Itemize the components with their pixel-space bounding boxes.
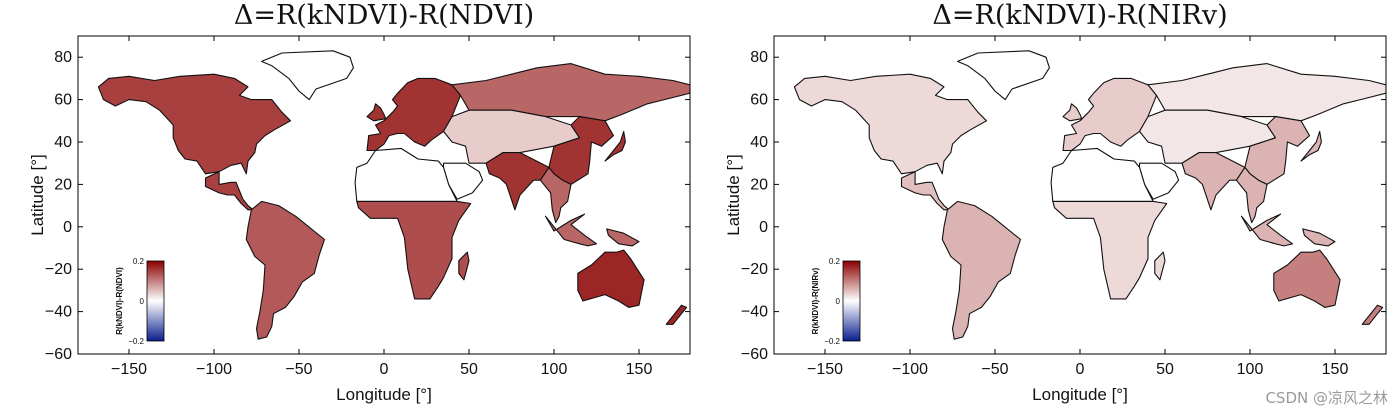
x-tick-label: 100 — [1237, 361, 1264, 378]
y-tick-label: −20 — [741, 261, 768, 278]
x-axis-label: Longitude [°] — [336, 385, 432, 404]
colorbar-tick-label: −0.2 — [128, 337, 144, 346]
region-southeast-asia — [1235, 166, 1268, 224]
region-greenland — [261, 50, 354, 101]
colorbar-tick-label: 0 — [836, 297, 841, 306]
colorbar-tick-label: −0.2 — [824, 337, 840, 346]
region-indonesia — [1240, 213, 1294, 247]
region-british-isles — [366, 103, 387, 122]
y-tick-label: −20 — [45, 261, 72, 278]
region-south-asia — [1181, 152, 1246, 211]
x-tick-label: 150 — [1322, 361, 1349, 378]
region-south-asia — [485, 152, 550, 211]
x-tick-label: 50 — [1156, 361, 1174, 378]
map-panel-right: −150 −100 −50 0 50 100 150 80 60 40 20 0 −20 −40 −60 Lo… — [724, 35, 1387, 404]
colorbar-label: R(kNDVI)-R(NDVI) — [115, 267, 124, 335]
region-north-america — [97, 73, 292, 175]
region-southeast-asia — [539, 166, 572, 224]
colorbar-tick-label: 0.2 — [133, 257, 145, 266]
region-north-america — [793, 73, 988, 175]
colorbar-label: R(kNDVI)-R(NIRv) — [811, 267, 820, 334]
colorbar-tick-label: 0 — [140, 297, 145, 306]
watermark-text: CSDN @凉风之林 — [1265, 389, 1388, 407]
y-tick-label: −60 — [45, 346, 72, 363]
region-madagascar — [458, 251, 470, 281]
y-tick-label: 20 — [750, 176, 768, 193]
colorbar-tick-label: 0.2 — [829, 257, 841, 266]
y-tick-label: 80 — [54, 49, 72, 66]
y-tick-label: 0 — [759, 219, 768, 236]
x-tick-label: −50 — [981, 361, 1008, 378]
y-tick-label: 0 — [63, 219, 72, 236]
region-madagascar — [1154, 251, 1166, 281]
region-new-zealand — [1361, 304, 1384, 325]
region-australia — [1273, 249, 1341, 308]
y-tick-label: −40 — [45, 304, 72, 321]
x-tick-label: −100 — [892, 361, 928, 378]
x-tick-label: 50 — [460, 361, 478, 378]
region-new-guinea — [1302, 228, 1336, 247]
y-tick-label: 60 — [54, 92, 72, 109]
y-tick-label: 40 — [750, 134, 768, 151]
region-south-america — [941, 200, 1022, 340]
x-tick-label: 0 — [1076, 361, 1085, 378]
colorbar — [146, 260, 165, 342]
y-tick-label: 20 — [54, 176, 72, 193]
region-british-isles — [1062, 103, 1083, 122]
region-south-america — [245, 200, 326, 340]
region-sub-saharan-africa — [1052, 200, 1168, 300]
y-tick-label: 80 — [750, 49, 768, 66]
region-indonesia — [544, 213, 598, 247]
y-tick-label: 60 — [750, 92, 768, 109]
region-japan — [604, 130, 626, 162]
map-panel-left: −150 −100 −50 0 50 100 150 80 60 40 20 0 −20 −40 −60 Lo… — [28, 35, 691, 404]
region-new-zealand — [665, 304, 688, 325]
region-central-america — [204, 171, 254, 211]
region-greenland — [957, 50, 1050, 101]
colorbar — [842, 260, 861, 342]
x-tick-label: −100 — [196, 361, 232, 378]
region-central-america — [900, 171, 950, 211]
x-tick-label: 0 — [380, 361, 389, 378]
chart-title-left: Δ=R(kNDVI)-R(NDVI) — [233, 0, 535, 31]
region-new-guinea — [606, 228, 640, 247]
x-tick-label: −150 — [807, 361, 843, 378]
region-japan — [1300, 130, 1322, 162]
y-axis-label: Latitude [°] — [28, 154, 47, 235]
x-tick-label: 100 — [541, 361, 568, 378]
x-tick-label: −150 — [111, 361, 147, 378]
y-tick-label: −40 — [741, 304, 768, 321]
chart-title-right: Δ=R(kNDVI)-R(NIRv) — [932, 0, 1228, 31]
x-tick-label: 150 — [626, 361, 653, 378]
region-sub-saharan-africa — [356, 200, 472, 300]
y-axis-label: Latitude [°] — [724, 154, 743, 235]
x-axis-label: Longitude [°] — [1032, 385, 1128, 404]
y-tick-label: 40 — [54, 134, 72, 151]
region-australia — [577, 249, 645, 308]
y-tick-label: −60 — [741, 346, 768, 363]
x-tick-label: −50 — [285, 361, 312, 378]
